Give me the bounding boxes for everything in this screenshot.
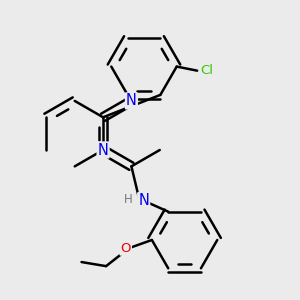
Text: N: N (138, 193, 149, 208)
Text: H: H (124, 193, 133, 206)
Text: O: O (120, 242, 131, 255)
Text: N: N (126, 93, 137, 108)
Text: N: N (98, 142, 109, 158)
Text: Cl: Cl (200, 64, 214, 77)
